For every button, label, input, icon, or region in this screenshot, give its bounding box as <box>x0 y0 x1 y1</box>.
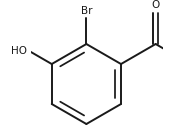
Text: O: O <box>152 0 160 10</box>
Text: Br: Br <box>81 6 92 16</box>
Text: HO: HO <box>11 46 27 56</box>
